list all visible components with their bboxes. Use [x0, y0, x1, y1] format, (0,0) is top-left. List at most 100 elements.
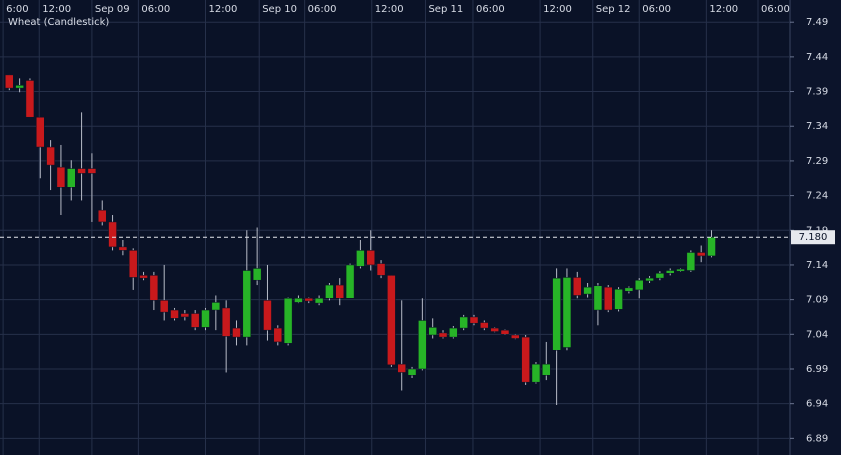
candle-body — [87, 168, 97, 174]
candle-body — [511, 334, 520, 339]
candle-body — [283, 297, 293, 344]
candle-body — [438, 332, 448, 338]
candle-body — [603, 286, 613, 311]
candle-body — [304, 297, 314, 302]
y-tick-label: 6.99 — [806, 364, 828, 375]
candle-body — [531, 363, 541, 383]
candle-body — [676, 268, 685, 272]
y-tick-label: 7.44 — [806, 52, 828, 63]
candle-body — [15, 85, 24, 89]
candle-body — [252, 268, 262, 281]
candle-body — [624, 287, 634, 292]
y-tick-label: 7.14 — [806, 260, 828, 271]
candle-body — [56, 166, 66, 188]
candle-body — [108, 221, 117, 248]
x-tick-label: Sep 12 — [596, 4, 631, 15]
candle-body — [583, 286, 592, 295]
candle-body — [707, 236, 716, 257]
candle-body — [407, 368, 417, 376]
candle-body — [25, 80, 35, 118]
price-axis-band — [790, 0, 841, 455]
x-tick-label: Sep 09 — [95, 4, 130, 15]
last-price-box — [791, 230, 835, 245]
y-tick-label: 6.94 — [806, 399, 828, 410]
candle-body — [325, 284, 334, 299]
candle-body — [366, 250, 375, 266]
x-tick-label: Sep 11 — [428, 4, 463, 15]
candle-body — [159, 300, 169, 313]
candles — [0, 74, 790, 406]
candle-body — [686, 252, 696, 271]
x-tick-label: 12:00 — [543, 4, 572, 15]
x-tick-label: 06:00 — [642, 4, 671, 15]
candle-body — [418, 320, 427, 370]
y-tick-label: 7.24 — [806, 191, 828, 202]
candle-body — [521, 336, 530, 383]
candle-body — [67, 168, 76, 188]
candle-body — [500, 329, 510, 335]
y-tick-label: 7.49 — [806, 17, 828, 28]
candle-body — [593, 285, 603, 311]
candle-body — [36, 116, 45, 148]
candle-body — [428, 327, 437, 336]
x-tick-label: 06:00 — [141, 4, 170, 15]
candle-body — [562, 277, 572, 348]
candle-body — [242, 270, 252, 338]
candle-body — [696, 252, 706, 257]
candle-body — [190, 313, 200, 328]
y-tick-label: 7.34 — [806, 121, 828, 132]
candle-body — [449, 327, 458, 338]
x-tick-label: 6:00 — [6, 4, 28, 15]
last-price-label: 7.180 — [799, 232, 828, 243]
candle-body — [459, 316, 468, 329]
candle-body — [552, 277, 561, 351]
x-tick-label: 06:00 — [761, 4, 790, 15]
candle-body — [294, 297, 303, 303]
candle-body — [335, 284, 345, 299]
x-tick-label: 12:00 — [375, 4, 404, 15]
candle-body — [211, 302, 221, 311]
candle-body — [573, 277, 582, 296]
candle-body — [180, 313, 190, 318]
candle-body — [118, 246, 128, 251]
candle-body — [397, 363, 406, 373]
candle-body — [97, 209, 107, 223]
x-tick-label: 06:00 — [308, 4, 337, 15]
candle-body — [46, 146, 55, 166]
candle-body — [387, 275, 396, 366]
y-tick-label: 7.29 — [806, 156, 828, 167]
candle-body — [634, 279, 644, 291]
candle-body — [139, 275, 148, 279]
candle-body — [170, 309, 179, 319]
x-tick-label: 12:00 — [42, 4, 71, 15]
candle-body — [665, 270, 675, 274]
candle-body — [655, 273, 665, 279]
candle-body — [263, 300, 272, 331]
y-tick-label: 6.89 — [806, 433, 828, 444]
candle-body — [77, 168, 86, 174]
chart-title: Wheat (Candlestick) — [8, 17, 109, 28]
x-tick-label: 12:00 — [709, 4, 738, 15]
y-tick-label: 7.39 — [806, 87, 828, 98]
candle-body — [469, 316, 479, 324]
candle-body — [345, 264, 355, 299]
candle-body — [232, 327, 241, 338]
candle-body — [490, 327, 499, 332]
candle-body — [314, 297, 324, 304]
labels: 6.896.946.997.047.097.147.197.247.297.34… — [6, 4, 835, 444]
candle-body — [128, 250, 138, 278]
candle-body — [480, 322, 489, 329]
candle-body — [201, 309, 210, 328]
x-tick-label: 06:00 — [476, 4, 505, 15]
y-tick-label: 7.04 — [806, 329, 828, 340]
y-tick-label: 7.09 — [806, 295, 828, 306]
candle-body — [149, 275, 159, 301]
candle-body — [221, 307, 231, 337]
candle-body — [542, 363, 551, 376]
x-tick-label: Sep 10 — [262, 4, 297, 15]
x-tick-label: 12:00 — [209, 4, 238, 15]
candle-body — [376, 263, 386, 276]
candle-body — [356, 250, 365, 267]
